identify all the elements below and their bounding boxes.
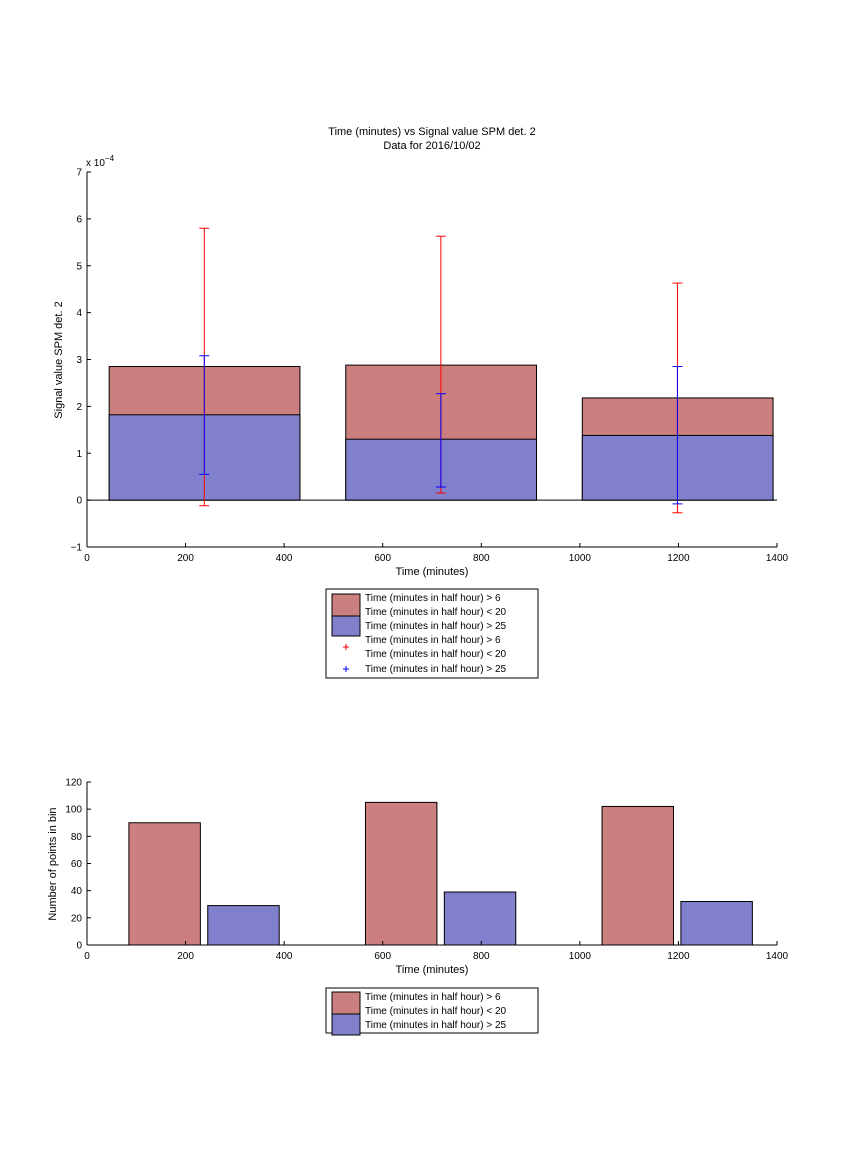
chart2-legend-swatch-blue: [331, 1013, 361, 1036]
chart2-ylabel: Number of points in bin: [47, 807, 59, 920]
chart2-x-tick-label: 400: [276, 951, 293, 962]
chart1-y-tick-label: 3: [76, 355, 82, 366]
chart2-legend-box: [325, 987, 539, 1034]
chart2-bar-red: [601, 805, 674, 946]
chart1-legend-marker-red: [343, 644, 349, 650]
chart2-x-tick-label: 1400: [766, 951, 789, 962]
chart2-legend-swatch-red: [331, 991, 361, 1015]
chart2-y-tick-label: 100: [65, 805, 82, 816]
chart1-legend-marker-blue: [343, 666, 349, 672]
chart1-legend-swatch-red: [331, 593, 361, 617]
chart1-y-tick-label: 0: [76, 496, 82, 507]
chart2-y-tick-label: 0: [76, 941, 82, 952]
chart1-x-tick-label: 200: [177, 553, 194, 564]
chart2-y-tick-label: 60: [71, 859, 83, 870]
chart1-y-tick-label: 7: [76, 168, 82, 179]
chart2-y-tick-label: 40: [71, 886, 83, 897]
chart1-xlabel: Time (minutes): [396, 566, 469, 578]
chart1-subtitle: Data for 2016/10/02: [383, 140, 480, 152]
chart1-legend-swatch-blue: [331, 615, 361, 637]
chart1-y-tick-label: 1: [76, 449, 82, 460]
chart1-legend-text-5: Time (minutes in half hour) < 20: [365, 649, 507, 660]
chart1-legend-text-2: Time (minutes in half hour) < 20: [365, 607, 507, 618]
chart1-y-tick-label: −1: [71, 543, 83, 554]
chart1-y-tick-label: 5: [76, 261, 82, 272]
chart2-x-tick-label: 600: [374, 951, 391, 962]
chart1-legend-text-6: Time (minutes in half hour) > 25: [365, 664, 507, 675]
chart1-x-tick-label: 400: [276, 553, 293, 564]
chart2-y-tick-label: 80: [71, 832, 83, 843]
chart1-legend-text-3: Time (minutes in half hour) > 25: [365, 621, 507, 632]
chart2-x-tick-label: 1000: [569, 951, 592, 962]
chart1-x-tick-label: 1000: [569, 553, 592, 564]
chart1-legend: Time (minutes in half hour) > 6 Time (mi…: [325, 588, 539, 679]
chart1-title: Time (minutes) vs Signal value SPM det. …: [328, 126, 535, 138]
chart2-bar-blue: [207, 905, 280, 946]
chart2-x-tick-label: 0: [84, 951, 90, 962]
chart1-ylabel: Signal value SPM det. 2: [53, 301, 65, 418]
chart2-plot-area: 0 200 400 600 800 1000 1200 1400 0 20 40 60 80 100 120: [65, 778, 788, 963]
chart2-legend-text-3: Time (minutes in half hour) > 25: [365, 1020, 507, 1031]
chart2-bar-red: [128, 822, 201, 946]
chart2-xlabel: Time (minutes): [396, 964, 469, 976]
chart2-legend-text-1: Time (minutes in half hour) > 6: [365, 992, 501, 1003]
chart2-legend: Time (minutes in half hour) > 6 Time (mi…: [325, 987, 539, 1036]
chart2-bar-red: [364, 801, 438, 946]
chart1-x-tick-label: 1400: [766, 553, 789, 564]
chart1-y-tick-label: 4: [76, 308, 82, 319]
chart2-x-tick-label: 1200: [667, 951, 690, 962]
chart2-bar-blue: [680, 901, 753, 946]
chart1-legend-text-1: Time (minutes in half hour) > 6: [365, 593, 501, 604]
chart2-x-tick-label: 200: [177, 951, 194, 962]
chart2-x-tick-label: 800: [473, 951, 490, 962]
chart2-bar-blue: [443, 891, 517, 946]
chart2-legend-text-2: Time (minutes in half hour) < 20: [365, 1006, 507, 1017]
chart1-x-tick-label: 1200: [667, 553, 690, 564]
chart1-y-exponent-base: x 10: [86, 158, 105, 169]
chart1-x-tick-label: 600: [374, 553, 391, 564]
chart1-y-tick-label: 2: [76, 402, 82, 413]
chart1-legend-box: [325, 588, 539, 679]
chart1-y-tick-label: 6: [76, 214, 82, 225]
chart1-x-tick-label: 800: [473, 553, 490, 564]
chart1-y-exponent-power: −4: [105, 154, 115, 163]
chart1-legend-text-4: Time (minutes in half hour) > 6: [365, 635, 501, 646]
chart1-y-exponent: x 10−4: [86, 154, 115, 169]
chart2-y-tick-label: 20: [71, 913, 83, 924]
chart1-x-tick-label: 0: [84, 553, 90, 564]
chart2-y-tick-label: 120: [65, 778, 82, 789]
